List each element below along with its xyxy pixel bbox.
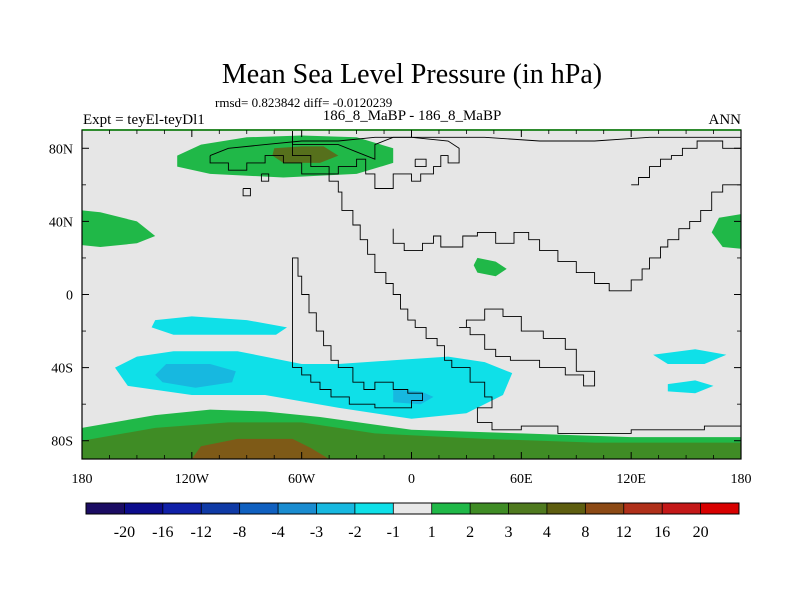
colorbar-box-5 bbox=[278, 503, 317, 514]
y-tick-label-1: 40N bbox=[49, 215, 73, 230]
colorbar-label-5: -3 bbox=[310, 524, 323, 541]
colorbar-box-16 bbox=[700, 503, 740, 514]
coastline-5 bbox=[459, 308, 596, 387]
right-label: ANN bbox=[709, 112, 742, 128]
contour-region-13 bbox=[191, 438, 330, 459]
colorbar-label-10: 3 bbox=[505, 524, 513, 541]
colorbar-box-11 bbox=[508, 503, 548, 514]
axes: 180 120W 60W 0 60E 120E 180 80N 40N 0 40S 80S bbox=[49, 130, 752, 487]
coastline-7 bbox=[414, 158, 427, 168]
contour-region-10 bbox=[667, 380, 714, 394]
colorbar-box-7 bbox=[354, 503, 394, 514]
colorbar-box-9 bbox=[431, 503, 471, 514]
chart-title: Mean Sea Level Pressure (in hPa) bbox=[222, 59, 602, 90]
x-tick-label-2: 60W bbox=[288, 472, 316, 487]
x-tick-label-6: 180 bbox=[731, 472, 752, 487]
contour-region-3 bbox=[711, 214, 741, 249]
colorbar-label-1: -16 bbox=[152, 524, 173, 541]
contour-region-5 bbox=[151, 316, 287, 335]
colorbar-label-0: -20 bbox=[114, 524, 135, 541]
colorbar-label-9: 2 bbox=[466, 524, 474, 541]
colorbar-frame bbox=[85, 502, 740, 515]
colorbar-box-13 bbox=[585, 503, 625, 514]
coastline-6 bbox=[242, 188, 251, 197]
colorbar-box-14 bbox=[623, 503, 663, 514]
colorbar-box-3 bbox=[201, 503, 241, 514]
colorbar-box-1 bbox=[124, 503, 164, 514]
coastline-1 bbox=[292, 257, 423, 409]
left-label: Expt = teyEl-teyDl1 bbox=[83, 112, 205, 128]
colorbar-box-6 bbox=[316, 503, 356, 514]
colorbar-label-14: 16 bbox=[654, 524, 670, 541]
x-tick-label-0: 180 bbox=[72, 472, 93, 487]
center-label: 186_8_MaBP - 186_8_MaBP bbox=[323, 108, 502, 124]
y-tick-label-0: 80N bbox=[49, 142, 73, 157]
contour-region-4 bbox=[473, 257, 507, 277]
colorbar-label-6: -2 bbox=[348, 524, 361, 541]
contour-region-9 bbox=[653, 349, 727, 364]
colorbar-label-4: -4 bbox=[271, 524, 284, 541]
contour-fills bbox=[82, 135, 741, 459]
y-tick-label-2: 0 bbox=[66, 289, 73, 304]
contour-region-8 bbox=[393, 389, 434, 405]
contour-region-1 bbox=[272, 146, 339, 163]
colorbar-box-8 bbox=[393, 503, 433, 514]
stats-label: rmsd= 0.823842 diff= -0.0120239 bbox=[215, 95, 392, 110]
colorbar-box-4 bbox=[239, 503, 279, 514]
colorbar: -20 -16 -12 -8 -4 -3 -2 -1 1 2 3 4 8 12 16 20 bbox=[85, 502, 740, 541]
colorbar-box-2 bbox=[162, 503, 202, 514]
coastline-3 bbox=[209, 136, 460, 189]
colorbar-label-2: -12 bbox=[191, 524, 212, 541]
colorbar-label-7: -1 bbox=[387, 524, 400, 541]
colorbar-label-3: -8 bbox=[233, 524, 246, 541]
colorbar-label-13: 12 bbox=[616, 524, 632, 541]
continent-outlines bbox=[209, 130, 741, 434]
colorbar-label-12: 8 bbox=[581, 524, 589, 541]
colorbar-box-15 bbox=[662, 503, 701, 514]
x-tick-label-5: 120E bbox=[616, 472, 646, 487]
colorbar-label-8: 1 bbox=[428, 524, 436, 541]
y-tick-label-4: 80S bbox=[51, 435, 73, 450]
colorbar-label-15: 20 bbox=[693, 524, 709, 541]
colorbar-box-0 bbox=[86, 503, 125, 514]
map-area bbox=[81, 129, 742, 460]
colorbar-box-12 bbox=[546, 503, 586, 514]
contour-region-7 bbox=[155, 364, 236, 388]
colorbar-box-10 bbox=[470, 503, 509, 514]
y-tick-label-3: 40S bbox=[51, 362, 73, 377]
contour-region-2 bbox=[82, 210, 156, 247]
coastline-4 bbox=[392, 184, 741, 292]
coastline-0 bbox=[292, 130, 741, 434]
x-tick-label-1: 120W bbox=[175, 472, 210, 487]
x-tick-label-3: 0 bbox=[408, 472, 415, 487]
x-tick-label-4: 60E bbox=[510, 472, 533, 487]
colorbar-label-11: 4 bbox=[543, 524, 551, 541]
coastline-9 bbox=[631, 140, 741, 186]
coastline-8 bbox=[260, 173, 270, 182]
